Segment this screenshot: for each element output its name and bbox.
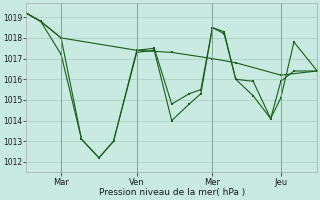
- X-axis label: Pression niveau de la mer( hPa ): Pression niveau de la mer( hPa ): [99, 188, 245, 197]
